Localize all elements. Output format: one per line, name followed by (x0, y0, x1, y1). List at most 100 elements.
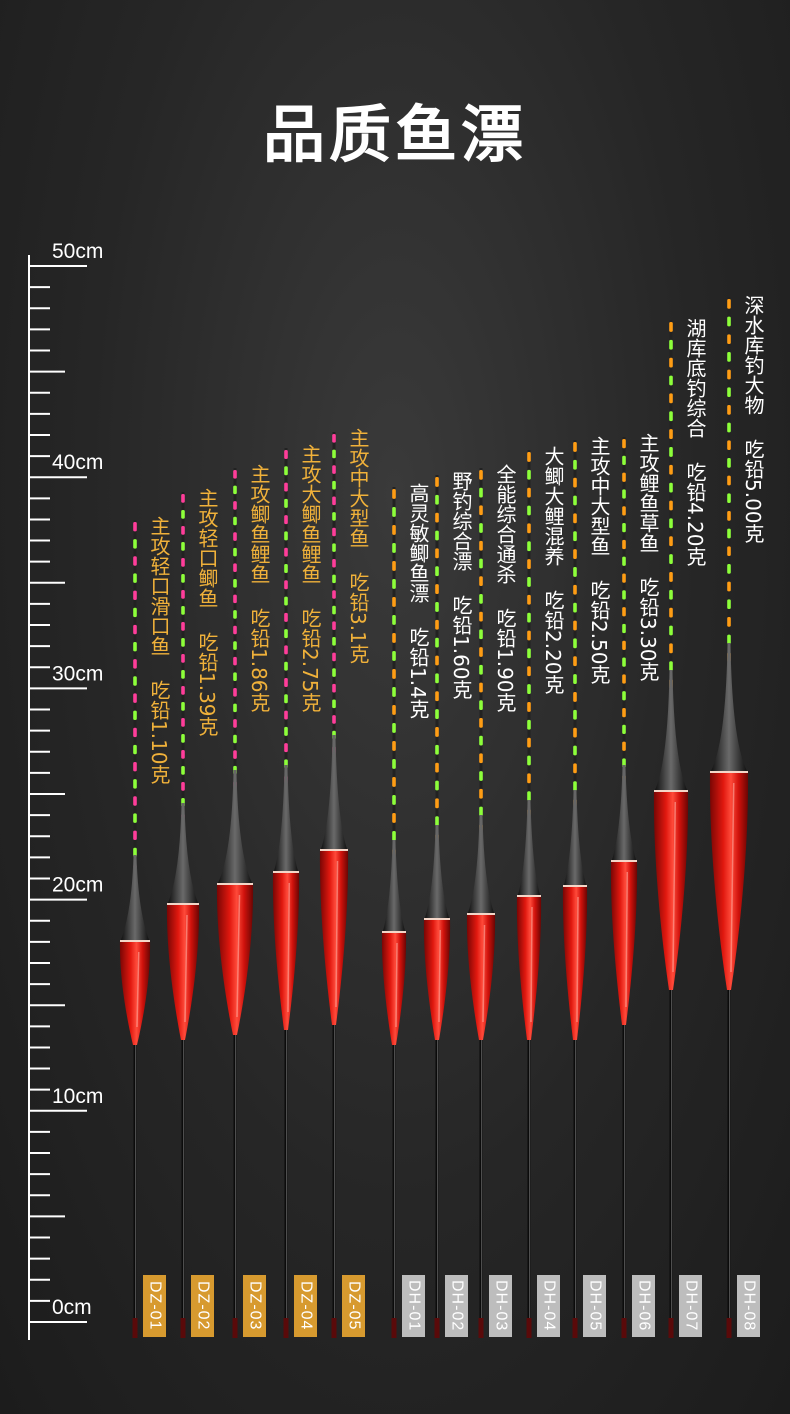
tip-segment (181, 750, 185, 759)
tip-segment (181, 638, 185, 647)
float-code-tag: DZ-03 (243, 1275, 266, 1337)
float-dz-02 (166, 492, 200, 1338)
float-name: 主攻中大型鱼 (587, 436, 611, 556)
tip-segment (573, 602, 577, 613)
tip-segment (181, 590, 185, 599)
tip-segment (435, 494, 439, 505)
tip-segment (622, 707, 626, 718)
float-description: 大鲫大鲤混养吃铅2.20克 (541, 446, 565, 695)
float-dh-06 (610, 437, 638, 1338)
tip-segment (233, 719, 237, 728)
tip-segment (573, 638, 577, 649)
float-weight: 吃铅1.10克 (147, 680, 171, 785)
tip-segment (284, 466, 288, 476)
tip-segment (622, 539, 626, 550)
tip-segment (669, 554, 673, 564)
tip-segment (669, 625, 673, 636)
float-body-shine (136, 951, 140, 1028)
float-body-shine (395, 942, 398, 1028)
tip-segment (622, 523, 626, 533)
tip-segment (233, 501, 237, 510)
float-dh-03 (466, 468, 496, 1338)
tip-segment (527, 755, 531, 766)
tip-segment (233, 579, 237, 588)
tip-segment (133, 796, 137, 806)
tip-segment (727, 334, 731, 345)
float-stem-end (132, 1318, 138, 1338)
tip-segment (727, 475, 731, 486)
tip-segment (181, 606, 185, 615)
tip-segment (727, 599, 731, 610)
float-weight: 吃铅1.86克 (247, 608, 271, 713)
ruler-label: 0cm (52, 1296, 92, 1319)
float-description: 主攻中大型鱼吃铅3.1克 (346, 428, 370, 664)
float-body-shine (236, 894, 241, 1018)
tip-segment (527, 594, 531, 605)
tip-segment (392, 597, 396, 607)
tip-segment (133, 693, 137, 703)
tip-segment (435, 691, 439, 702)
float-cone (518, 800, 540, 895)
float-cone (564, 790, 586, 885)
tip-segment (573, 656, 577, 667)
tip-segment (181, 526, 185, 535)
float-description: 全能综合通杀吃铅1.90克 (493, 464, 517, 713)
tip-segment (527, 487, 531, 498)
tip-segment (435, 548, 439, 559)
tip-segment (133, 744, 137, 755)
float-body (562, 885, 588, 1040)
float-code-tag: DH-04 (537, 1275, 560, 1337)
tip-segment (392, 543, 396, 553)
tip-segment (573, 495, 577, 506)
float-body-shine (438, 929, 441, 1023)
float-cone (655, 670, 687, 790)
tip-segment (233, 516, 237, 526)
float-name: 主攻轻口鲫鱼 (195, 488, 219, 608)
ruler-label: 40cm (52, 451, 103, 474)
float-body (319, 849, 349, 1025)
float-stem-end (668, 1318, 674, 1338)
tip-segment (181, 782, 185, 791)
float-body-shine (576, 896, 579, 1023)
float-description: 湖库底钓综合吃铅4.20克 (683, 318, 707, 567)
tip-segment (527, 452, 531, 462)
float-code-tag: DH-06 (632, 1275, 655, 1337)
float-cone (468, 815, 494, 913)
tip-segment (527, 737, 531, 748)
float-weight: 吃铅3.30克 (636, 577, 660, 682)
tip-segment (669, 411, 673, 422)
tip-segment (573, 584, 577, 595)
float-body-shine (730, 782, 735, 973)
float-code-tag: DH-02 (445, 1275, 468, 1337)
float-stem-end (621, 1318, 627, 1338)
tip-segment (392, 705, 396, 715)
float-stem-end (572, 1318, 578, 1338)
tip-segment (284, 564, 288, 573)
tip-segment (233, 641, 237, 650)
tip-segment (332, 574, 336, 584)
tip-segment (669, 572, 673, 582)
tip-segment (479, 788, 483, 799)
tip-segment (622, 590, 626, 600)
tip-segment (284, 515, 288, 525)
tip-segment (233, 734, 237, 744)
float-dz-01 (119, 520, 151, 1338)
tip-segment (573, 459, 577, 470)
tip-segment (622, 724, 626, 735)
float-code-tag: DH-03 (489, 1275, 512, 1337)
tip-segment (181, 510, 185, 519)
float-dh-01 (381, 487, 407, 1338)
float-stem-end (180, 1318, 186, 1338)
tip-segment (435, 816, 439, 827)
float-cone (274, 765, 298, 871)
tip-segment (727, 299, 731, 309)
tip-segment (622, 489, 626, 499)
float-description: 主攻中大型鱼吃铅2.50克 (587, 436, 611, 685)
tip-segment (573, 763, 577, 774)
float-weight: 吃铅2.20克 (541, 590, 565, 695)
float-cone (121, 855, 149, 940)
tip-segment (479, 487, 483, 498)
tip-segment (284, 710, 288, 720)
ruler-label: 30cm (52, 662, 103, 685)
tip-segment (669, 393, 673, 404)
